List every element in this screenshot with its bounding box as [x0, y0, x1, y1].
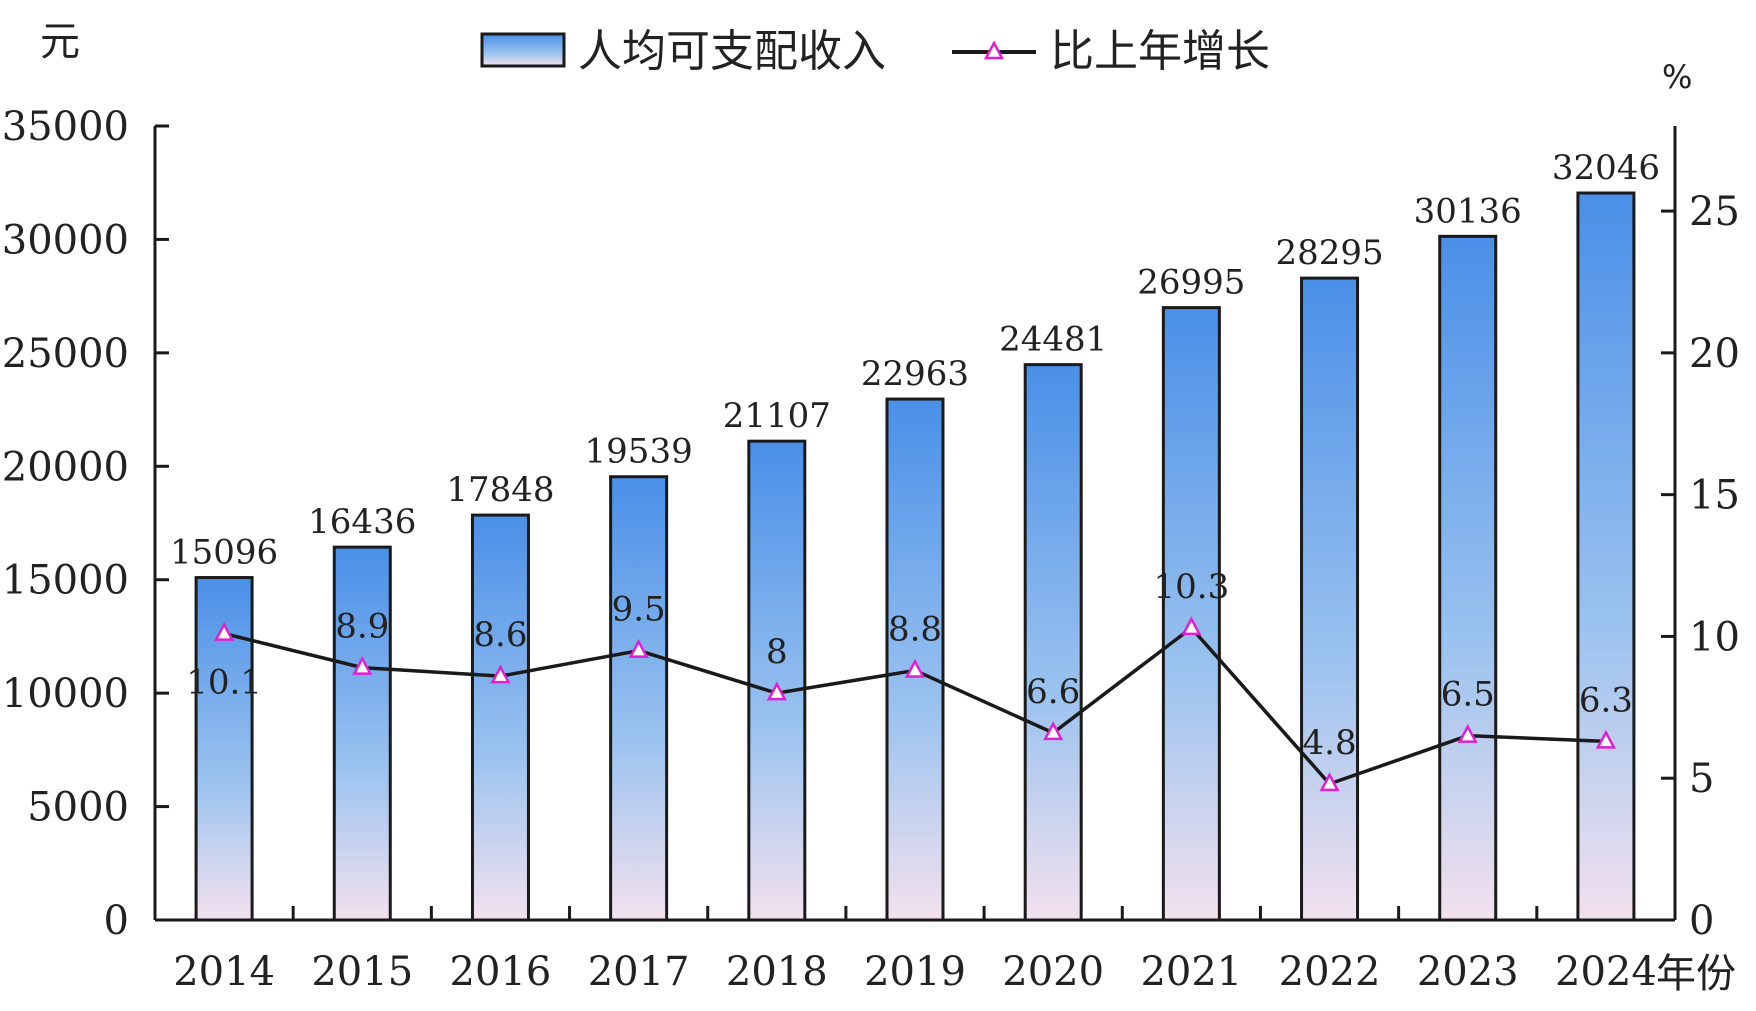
x-tick-label: 2014	[173, 949, 275, 995]
legend-line-label: 比上年增长	[1050, 26, 1270, 77]
growth-value-label: 6.5	[1441, 675, 1495, 715]
bar-value-label: 22963	[861, 354, 969, 394]
growth-marker	[1595, 729, 1616, 749]
growth-marker	[1181, 616, 1202, 636]
growth-value-label: 10.3	[1154, 567, 1230, 607]
x-tick-labels: 2014 2015 2016 2017 2018 2019 2020 2021 2022 2023…	[173, 949, 1657, 995]
left-tick-label: 0	[104, 898, 129, 944]
growth-value-label: 8.6	[473, 615, 527, 655]
bar	[332, 545, 392, 922]
growth-marker	[1043, 721, 1064, 741]
growth-value-label: 6.6	[1026, 672, 1080, 712]
bar-value-label: 32046	[1552, 148, 1660, 188]
bar-value-label: 21107	[723, 396, 831, 436]
x-axis-unit: 年份	[1656, 951, 1736, 997]
left-tick-label: 10000	[2, 671, 129, 717]
bars	[194, 191, 1636, 922]
growth-value-label: 6.3	[1579, 680, 1633, 720]
growth-line-layer: 10.1 8.9 8.6 9.5 8 8.8 6.6 10.3 4.8 6.5 6.3	[186, 567, 1633, 792]
right-tick-label: 10	[1689, 614, 1740, 660]
growth-marker	[352, 655, 373, 675]
bar	[1161, 306, 1221, 922]
legend-marker-icon	[983, 40, 1005, 60]
bar-value-label: 26995	[1137, 263, 1245, 303]
x-tick-label: 2023	[1417, 949, 1519, 995]
bar	[1023, 363, 1083, 922]
bar	[747, 439, 807, 922]
legend: 人均可支配收入 比上年增长	[480, 26, 1270, 77]
growth-value-label: 10.1	[186, 663, 262, 703]
x-tick-label: 2016	[450, 949, 552, 995]
bar-value-label: 30136	[1414, 191, 1522, 231]
left-tick-label: 25000	[2, 331, 129, 377]
bar	[1300, 276, 1360, 922]
growth-marker	[766, 681, 787, 701]
bar	[609, 475, 669, 922]
growth-marker	[1319, 772, 1340, 792]
left-tick-label: 35000	[2, 104, 129, 150]
growth-value-label: 8.9	[335, 607, 389, 647]
x-tick-label: 2020	[1002, 949, 1104, 995]
growth-value-label: 8.8	[888, 609, 942, 649]
left-tick-label: 20000	[2, 444, 129, 490]
growth-marker	[214, 621, 235, 641]
left-tick-label: 5000	[27, 785, 129, 831]
growth-value-label: 4.8	[1303, 723, 1357, 763]
x-tick-label: 2015	[311, 949, 413, 995]
x-tick-label: 2018	[726, 949, 828, 995]
growth-marker	[628, 638, 649, 658]
bar-value-label: 24481	[999, 320, 1107, 360]
right-axis-unit: %	[1662, 58, 1692, 96]
bar-value-label: 28295	[1275, 233, 1383, 273]
right-tick-label: 25	[1689, 189, 1740, 235]
bar-value-label: 19539	[585, 432, 693, 472]
growth-value-label: 9.5	[612, 590, 666, 630]
growth-marker	[490, 664, 511, 684]
legend-bar-label: 人均可支配收入	[578, 26, 886, 77]
x-tick-label: 2021	[1140, 949, 1242, 995]
x-tick-label: 2019	[864, 949, 966, 995]
x-tick-label: 2022	[1279, 949, 1381, 995]
bar	[1576, 191, 1636, 922]
right-tick-label: 0	[1689, 898, 1714, 944]
axes: 0 5000 10000 15000 20000 25000 30000 35000 0 5 10 1…	[2, 104, 1740, 944]
right-tick-label: 20	[1689, 331, 1740, 377]
right-tick-label: 15	[1689, 473, 1740, 519]
growth-value-label: 8	[766, 632, 788, 672]
bar-value-label: 16436	[308, 502, 416, 542]
bar	[1438, 234, 1498, 922]
left-tick-label: 30000	[2, 217, 129, 263]
bar-value-label: 17848	[446, 470, 554, 510]
growth-marker	[904, 658, 926, 678]
left-tick-label: 15000	[2, 558, 129, 604]
bar-labels: 15096 16436 17848 19539 21107 22963 24481 26995…	[170, 148, 1660, 573]
bar-value-label: 15096	[170, 533, 278, 573]
right-tick-label: 5	[1689, 756, 1714, 802]
x-tick-label: 2017	[588, 949, 690, 995]
growth-marker	[1457, 724, 1478, 743]
bar	[470, 513, 530, 922]
x-tick-label: 2024	[1555, 949, 1657, 995]
left-axis-unit: 元	[40, 19, 80, 65]
legend-bar-swatch	[480, 32, 566, 68]
